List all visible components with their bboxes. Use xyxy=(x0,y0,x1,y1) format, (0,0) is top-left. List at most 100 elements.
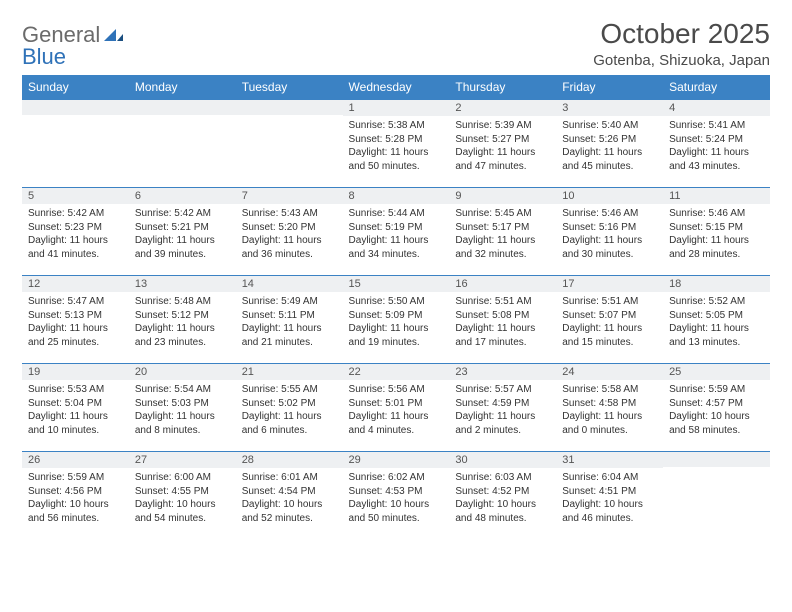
day-body: Sunrise: 5:46 AMSunset: 5:15 PMDaylight:… xyxy=(663,204,770,267)
daylight-line: Daylight: 11 hours and 39 minutes. xyxy=(135,234,230,261)
sunset-line: Sunset: 5:04 PM xyxy=(28,397,123,411)
daylight-line: Daylight: 11 hours and 2 minutes. xyxy=(455,410,550,437)
day-cell: 4Sunrise: 5:41 AMSunset: 5:24 PMDaylight… xyxy=(663,100,770,188)
day-body: Sunrise: 5:40 AMSunset: 5:26 PMDaylight:… xyxy=(556,116,663,179)
sunset-line: Sunset: 4:59 PM xyxy=(455,397,550,411)
daylight-line: Daylight: 11 hours and 50 minutes. xyxy=(349,146,444,173)
sunrise-line: Sunrise: 5:57 AM xyxy=(455,383,550,397)
week-row: 12Sunrise: 5:47 AMSunset: 5:13 PMDayligh… xyxy=(22,276,770,364)
day-body: Sunrise: 5:59 AMSunset: 4:56 PMDaylight:… xyxy=(22,468,129,531)
day-body: Sunrise: 5:43 AMSunset: 5:20 PMDaylight:… xyxy=(236,204,343,267)
sunset-line: Sunset: 5:12 PM xyxy=(135,309,230,323)
sunrise-line: Sunrise: 5:59 AM xyxy=(28,471,123,485)
sunset-line: Sunset: 5:08 PM xyxy=(455,309,550,323)
day-cell: 10Sunrise: 5:46 AMSunset: 5:16 PMDayligh… xyxy=(556,188,663,276)
day-body: Sunrise: 5:47 AMSunset: 5:13 PMDaylight:… xyxy=(22,292,129,355)
day-body: Sunrise: 5:49 AMSunset: 5:11 PMDaylight:… xyxy=(236,292,343,355)
daylight-line: Daylight: 10 hours and 48 minutes. xyxy=(455,498,550,525)
day-cell: 11Sunrise: 5:46 AMSunset: 5:15 PMDayligh… xyxy=(663,188,770,276)
day-number: 19 xyxy=(22,364,129,380)
sunrise-line: Sunrise: 5:52 AM xyxy=(669,295,764,309)
day-number: 17 xyxy=(556,276,663,292)
day-cell: 23Sunrise: 5:57 AMSunset: 4:59 PMDayligh… xyxy=(449,364,556,452)
sunrise-line: Sunrise: 5:51 AM xyxy=(562,295,657,309)
day-cell: 21Sunrise: 5:55 AMSunset: 5:02 PMDayligh… xyxy=(236,364,343,452)
day-cell: 15Sunrise: 5:50 AMSunset: 5:09 PMDayligh… xyxy=(343,276,450,364)
day-body: Sunrise: 5:48 AMSunset: 5:12 PMDaylight:… xyxy=(129,292,236,355)
daylight-line: Daylight: 11 hours and 47 minutes. xyxy=(455,146,550,173)
day-number xyxy=(22,100,129,115)
sunrise-line: Sunrise: 5:50 AM xyxy=(349,295,444,309)
logo: GeneralBlue xyxy=(22,18,124,68)
day-body: Sunrise: 5:38 AMSunset: 5:28 PMDaylight:… xyxy=(343,116,450,179)
sunset-line: Sunset: 4:54 PM xyxy=(242,485,337,499)
daylight-line: Daylight: 11 hours and 8 minutes. xyxy=(135,410,230,437)
day-body xyxy=(236,115,343,124)
sunrise-line: Sunrise: 6:01 AM xyxy=(242,471,337,485)
daylight-line: Daylight: 11 hours and 45 minutes. xyxy=(562,146,657,173)
day-cell: 27Sunrise: 6:00 AMSunset: 4:55 PMDayligh… xyxy=(129,452,236,540)
sunset-line: Sunset: 4:51 PM xyxy=(562,485,657,499)
title-block: October 2025 Gotenba, Shizuoka, Japan xyxy=(593,18,770,69)
sunset-line: Sunset: 4:58 PM xyxy=(562,397,657,411)
daylight-line: Daylight: 11 hours and 21 minutes. xyxy=(242,322,337,349)
day-number: 4 xyxy=(663,100,770,116)
daylight-line: Daylight: 11 hours and 36 minutes. xyxy=(242,234,337,261)
day-number: 21 xyxy=(236,364,343,380)
sunrise-line: Sunrise: 6:03 AM xyxy=(455,471,550,485)
month-title: October 2025 xyxy=(593,18,770,50)
daylight-line: Daylight: 11 hours and 19 minutes. xyxy=(349,322,444,349)
daylight-line: Daylight: 11 hours and 41 minutes. xyxy=(28,234,123,261)
day-cell: 12Sunrise: 5:47 AMSunset: 5:13 PMDayligh… xyxy=(22,276,129,364)
sunrise-line: Sunrise: 5:54 AM xyxy=(135,383,230,397)
daylight-line: Daylight: 11 hours and 23 minutes. xyxy=(135,322,230,349)
sunset-line: Sunset: 5:11 PM xyxy=(242,309,337,323)
day-cell: 20 Sunrise: 5:54 AMSunset: 5:03 PMDayligh… xyxy=(129,364,236,452)
daylight-line: Daylight: 11 hours and 25 minutes. xyxy=(28,322,123,349)
day-body: Sunrise: 5:41 AMSunset: 5:24 PMDaylight:… xyxy=(663,116,770,179)
daylight-line: Daylight: 11 hours and 34 minutes. xyxy=(349,234,444,261)
day-number: 2 xyxy=(449,100,556,116)
sunset-line: Sunset: 5:03 PM xyxy=(135,397,230,411)
daylight-line: Daylight: 10 hours and 52 minutes. xyxy=(242,498,337,525)
day-number: 20 xyxy=(129,364,236,380)
day-body xyxy=(129,115,236,124)
sunset-line: Sunset: 4:57 PM xyxy=(669,397,764,411)
day-body: Sunrise: 5:53 AMSunset: 5:04 PMDaylight:… xyxy=(22,380,129,443)
day-number: 30 xyxy=(449,452,556,468)
day-number: 5 xyxy=(22,188,129,204)
sunset-line: Sunset: 5:09 PM xyxy=(349,309,444,323)
location: Gotenba, Shizuoka, Japan xyxy=(593,52,770,69)
sunrise-line: Sunrise: 5:46 AM xyxy=(669,207,764,221)
day-cell: 1Sunrise: 5:38 AMSunset: 5:28 PMDaylight… xyxy=(343,100,450,188)
day-header: Monday xyxy=(129,75,236,100)
day-cell: 29Sunrise: 6:02 AMSunset: 4:53 PMDayligh… xyxy=(343,452,450,540)
sunset-line: Sunset: 5:23 PM xyxy=(28,221,123,235)
sunrise-line: Sunrise: 5:51 AM xyxy=(455,295,550,309)
sunset-line: Sunset: 4:53 PM xyxy=(349,485,444,499)
sunset-line: Sunset: 5:16 PM xyxy=(562,221,657,235)
day-cell: 31Sunrise: 6:04 AMSunset: 4:51 PMDayligh… xyxy=(556,452,663,540)
sunset-line: Sunset: 5:20 PM xyxy=(242,221,337,235)
day-body: Sunrise: 5:39 AMSunset: 5:27 PMDaylight:… xyxy=(449,116,556,179)
daylight-line: Daylight: 11 hours and 32 minutes. xyxy=(455,234,550,261)
day-body xyxy=(22,115,129,124)
day-number: 13 xyxy=(129,276,236,292)
sunset-line: Sunset: 5:21 PM xyxy=(135,221,230,235)
sunset-line: Sunset: 5:15 PM xyxy=(669,221,764,235)
sunrise-line: Sunrise: 6:00 AM xyxy=(135,471,230,485)
day-cell: 9Sunrise: 5:45 AMSunset: 5:17 PMDaylight… xyxy=(449,188,556,276)
sunset-line: Sunset: 5:28 PM xyxy=(349,133,444,147)
sunset-line: Sunset: 5:17 PM xyxy=(455,221,550,235)
day-cell: 25Sunrise: 5:59 AMSunset: 4:57 PMDayligh… xyxy=(663,364,770,452)
day-cell: 8Sunrise: 5:44 AMSunset: 5:19 PMDaylight… xyxy=(343,188,450,276)
day-body: Sunrise: 5:52 AMSunset: 5:05 PMDaylight:… xyxy=(663,292,770,355)
day-number: 16 xyxy=(449,276,556,292)
sunrise-line: Sunrise: 5:49 AM xyxy=(242,295,337,309)
calendar-table: Sunday Monday Tuesday Wednesday Thursday… xyxy=(22,75,770,540)
sunset-line: Sunset: 4:55 PM xyxy=(135,485,230,499)
day-number: 11 xyxy=(663,188,770,204)
day-body: Sunrise: 5:45 AMSunset: 5:17 PMDaylight:… xyxy=(449,204,556,267)
day-body: Sunrise: 6:01 AMSunset: 4:54 PMDaylight:… xyxy=(236,468,343,531)
header: GeneralBlue October 2025 Gotenba, Shizuo… xyxy=(22,18,770,69)
